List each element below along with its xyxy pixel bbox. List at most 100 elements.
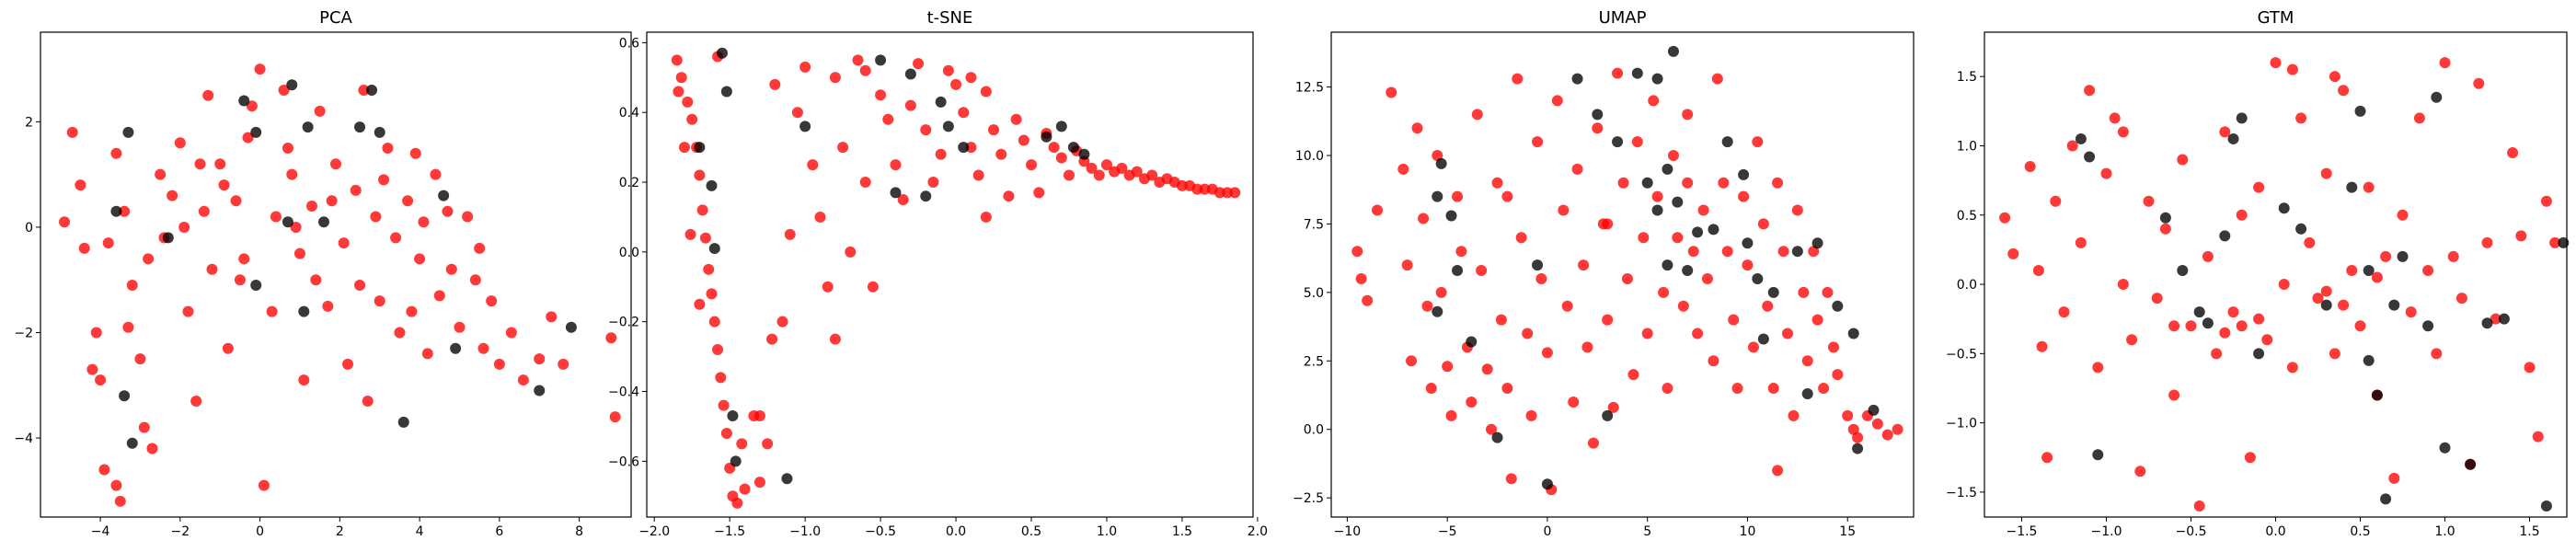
tsne-point-red [736,438,748,450]
tsne-point-black [799,121,811,132]
pca-point-red [445,263,457,275]
gtm-point-red [2159,223,2171,235]
gtm-point-red [2041,452,2053,464]
gtm-point-red [2540,195,2552,207]
tsne-point-red [958,107,970,119]
gtm-point-red [2371,271,2383,283]
umap-point-red [1781,328,1793,339]
umap-xtick-label: −10 [1334,524,1362,539]
gtm-point-black [2354,105,2366,117]
umap-point-red [1541,347,1553,359]
umap-point-red [1532,136,1544,148]
tsne-point-red [988,124,1000,136]
pca-point-red [298,374,310,386]
pca-point-red [110,479,122,491]
gtm-point-red [2439,57,2451,69]
tsne-point-red [845,246,857,258]
umap-point-black [1641,177,1653,189]
tsne-axis-ticks: −2.0 −1.5 −1.0 −0.5 0.0 0.5 1.0 1.5 2.0 −0.6 −0.4 −… [608,36,1268,539]
pca-point-red [206,263,218,275]
pca-point-black [438,190,450,201]
pca-point-red [505,327,517,339]
pca-point-black [354,121,366,133]
gtm-xtick-label: −1.0 [2090,524,2122,539]
gtm-ytick-label: −0.5 [1946,347,1977,362]
tsne-point-red [1229,187,1241,199]
pca-point-red [462,211,474,223]
pca-xtick-label: −2 [171,524,190,539]
umap-point-red [1667,149,1679,161]
umap-xtick-label: −5 [1438,524,1457,539]
gtm-ytick-label: 0.5 [1957,209,1977,224]
umap-point-red [1852,431,1864,443]
gtm-point-red [2286,362,2298,374]
pca-point-red [242,132,254,144]
umap-point-red [1362,294,1374,306]
umap-point-red [1682,109,1694,121]
tsne-point-red [671,54,683,66]
umap-point-red [1401,259,1413,271]
umap-point-black [1667,45,1679,57]
umap-point-red [1355,272,1367,284]
tsne-point-red [1222,187,1234,199]
umap-point-black [1491,431,1503,443]
gtm-point-red [2422,264,2434,276]
pca-point-red [143,253,155,265]
gtm-point-red [2413,112,2425,124]
umap-point-red [1788,409,1800,421]
umap-point-black [1541,478,1553,490]
umap-point-red [1772,177,1784,189]
pca-point-red [382,143,394,155]
gtm-point-red [2253,181,2265,193]
pca-point-black [122,126,134,138]
tsne-point-red [739,483,751,495]
umap-point-red [1551,95,1563,107]
pca-point-red [342,358,354,370]
gtm-point-black [2431,91,2443,103]
tsne-point-red [950,78,962,90]
tsne-point-red [995,148,1007,160]
gtm-point-red [2007,247,2019,259]
pca-point-red [310,274,322,286]
pca-point-red [414,253,426,265]
umap-point-red [1832,369,1844,381]
umap-point-red [1421,300,1433,312]
gtm-point-black [2278,202,2290,214]
tsne-point-red [682,96,694,108]
umap-point-black [1466,336,1478,348]
tsne-point-red [852,54,864,66]
gtm-point-red [2515,230,2527,242]
umap-points [1351,45,1903,496]
tsne-point-red [1191,183,1203,195]
gtm-point-black [2439,442,2451,454]
gtm-ytick-label: −1.0 [1946,417,1977,431]
tsne-point-red [837,142,849,154]
umap-point-red [1561,300,1573,312]
gtm-point-black [2540,500,2552,512]
tsne-point-red [684,228,696,240]
pca-point-red [78,242,90,254]
pca-point-red [358,85,370,97]
umap-ytick-label: 2.5 [1304,354,1324,369]
pca-point-red [477,342,489,354]
pca-point-red [198,205,210,217]
panel-umap: UMAP −10 −5 0 5 10 15 −2.5 0.0 2.5 5.0 7.5 10.0 12.5 [1293,8,1915,539]
tsne-points [671,47,1241,509]
tsne-point-red [696,204,708,216]
tsne-point-black [942,121,954,132]
gtm-point-red [2202,250,2214,262]
gtm-point-red [2109,112,2121,124]
umap-point-black [1811,237,1823,249]
pca-point-red [266,305,278,317]
pca-point-red [167,190,178,201]
umap-point-black [1571,73,1583,85]
pca-point-red [418,216,430,228]
tsne-xtick-label: 2.0 [1248,524,1268,539]
gtm-point-black [2236,112,2248,124]
pca-point-red [374,295,385,307]
pca-point-red [222,342,234,354]
pca-point-red [354,279,366,291]
pca-ytick-label: −2 [14,327,33,341]
umap-point-black [1672,196,1684,208]
tsne-point-black [720,86,732,98]
